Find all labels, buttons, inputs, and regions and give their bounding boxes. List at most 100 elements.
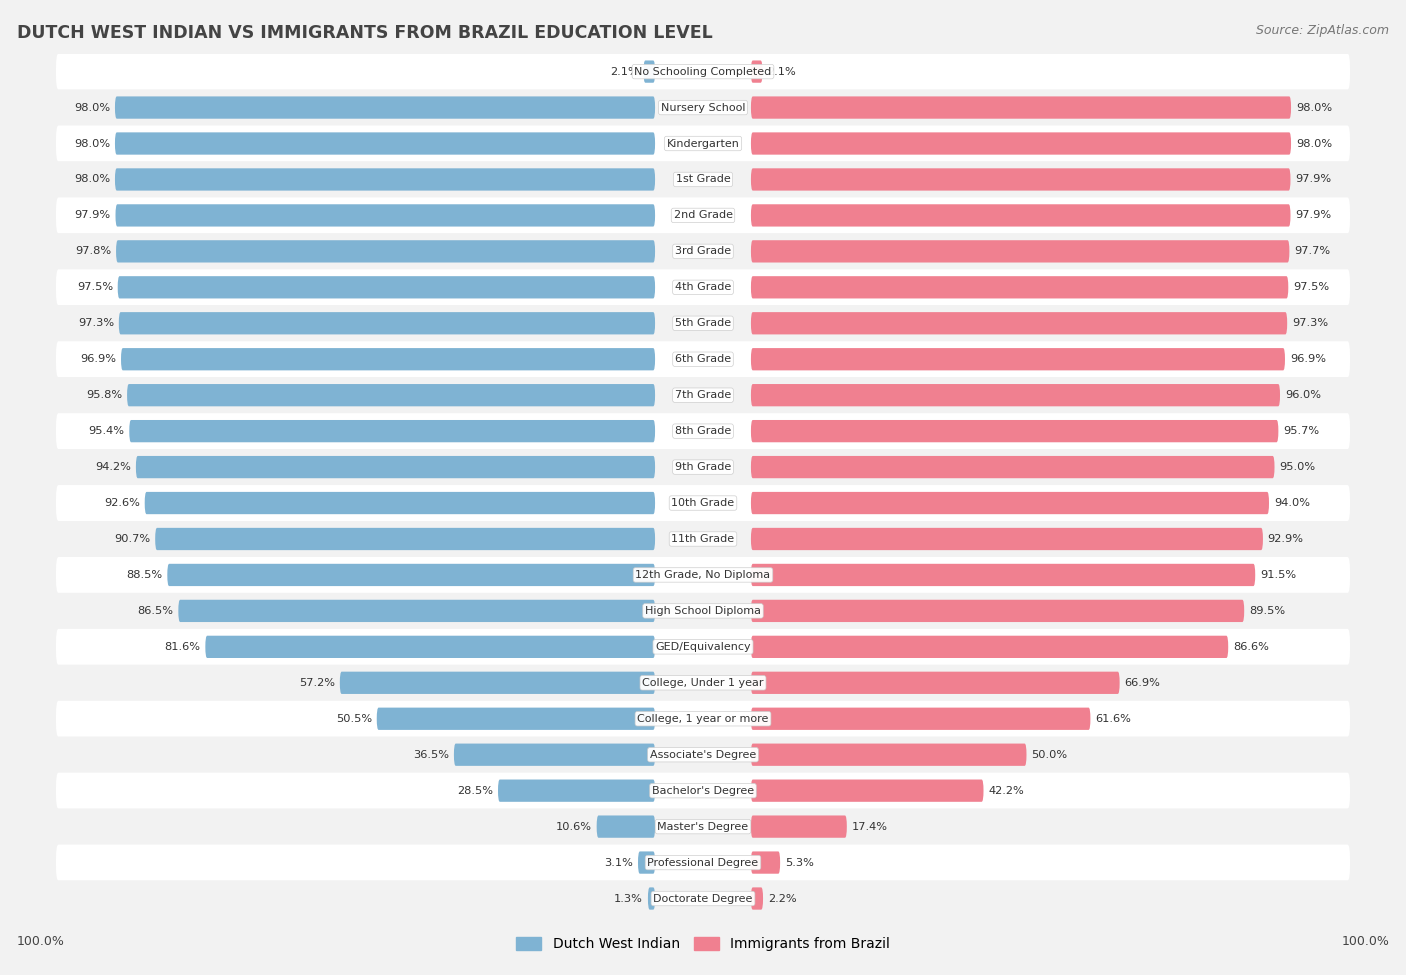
FancyBboxPatch shape [115,97,655,119]
FancyBboxPatch shape [56,521,1350,557]
FancyBboxPatch shape [751,600,1244,622]
FancyBboxPatch shape [751,744,1026,765]
FancyBboxPatch shape [117,240,655,262]
Text: 97.8%: 97.8% [75,247,111,256]
Text: 95.4%: 95.4% [89,426,125,436]
FancyBboxPatch shape [56,162,1350,197]
FancyBboxPatch shape [56,341,1350,377]
Text: 97.3%: 97.3% [1292,318,1329,329]
Text: 5.3%: 5.3% [785,858,814,868]
Text: High School Diploma: High School Diploma [645,605,761,616]
FancyBboxPatch shape [155,527,655,550]
FancyBboxPatch shape [454,744,655,765]
Text: 97.9%: 97.9% [1295,175,1331,184]
FancyBboxPatch shape [56,593,1350,629]
FancyBboxPatch shape [498,780,655,801]
Text: 8th Grade: 8th Grade [675,426,731,436]
FancyBboxPatch shape [56,126,1350,162]
FancyBboxPatch shape [751,276,1288,298]
Text: 92.6%: 92.6% [104,498,141,508]
Text: Associate's Degree: Associate's Degree [650,750,756,760]
Text: 89.5%: 89.5% [1249,605,1285,616]
Text: 28.5%: 28.5% [457,786,494,796]
Text: Professional Degree: Professional Degree [647,858,759,868]
FancyBboxPatch shape [751,815,846,838]
FancyBboxPatch shape [56,233,1350,269]
Text: 90.7%: 90.7% [114,534,150,544]
FancyBboxPatch shape [751,97,1291,119]
Text: 98.0%: 98.0% [1296,102,1331,112]
Text: 57.2%: 57.2% [299,678,335,687]
Text: 86.6%: 86.6% [1233,642,1268,652]
Text: College, Under 1 year: College, Under 1 year [643,678,763,687]
FancyBboxPatch shape [377,708,655,730]
Text: 97.9%: 97.9% [1295,211,1331,220]
FancyBboxPatch shape [56,413,1350,449]
Text: 86.5%: 86.5% [138,605,173,616]
Text: Master's Degree: Master's Degree [658,822,748,832]
Text: 94.0%: 94.0% [1274,498,1310,508]
FancyBboxPatch shape [121,348,655,370]
Text: 36.5%: 36.5% [413,750,449,760]
FancyBboxPatch shape [205,636,655,658]
FancyBboxPatch shape [127,384,655,407]
Text: 3.1%: 3.1% [605,858,633,868]
Text: 50.0%: 50.0% [1031,750,1067,760]
Text: 81.6%: 81.6% [165,642,201,652]
FancyBboxPatch shape [751,169,1291,190]
FancyBboxPatch shape [179,600,655,622]
Text: 1st Grade: 1st Grade [676,175,730,184]
Text: 91.5%: 91.5% [1260,570,1296,580]
FancyBboxPatch shape [751,492,1270,514]
Text: 95.0%: 95.0% [1279,462,1316,472]
FancyBboxPatch shape [644,60,655,83]
Text: 11th Grade: 11th Grade [672,534,734,544]
FancyBboxPatch shape [56,557,1350,593]
FancyBboxPatch shape [751,348,1285,370]
FancyBboxPatch shape [751,527,1263,550]
FancyBboxPatch shape [56,449,1350,486]
FancyBboxPatch shape [115,205,655,226]
Text: 100.0%: 100.0% [17,935,65,948]
Text: 95.8%: 95.8% [86,390,122,400]
FancyBboxPatch shape [56,269,1350,305]
FancyBboxPatch shape [751,240,1289,262]
Text: 4th Grade: 4th Grade [675,283,731,292]
FancyBboxPatch shape [751,60,762,83]
FancyBboxPatch shape [751,456,1274,478]
FancyBboxPatch shape [751,205,1291,226]
FancyBboxPatch shape [56,54,1350,90]
Text: 97.7%: 97.7% [1294,247,1330,256]
Text: Kindergarten: Kindergarten [666,138,740,148]
FancyBboxPatch shape [751,672,1119,694]
FancyBboxPatch shape [751,564,1256,586]
FancyBboxPatch shape [56,808,1350,844]
Text: College, 1 year or more: College, 1 year or more [637,714,769,723]
Text: 10.6%: 10.6% [555,822,592,832]
FancyBboxPatch shape [56,773,1350,808]
Text: 96.9%: 96.9% [1289,354,1326,365]
Text: 2.2%: 2.2% [768,893,796,904]
FancyBboxPatch shape [56,197,1350,233]
FancyBboxPatch shape [129,420,655,443]
Text: 3rd Grade: 3rd Grade [675,247,731,256]
FancyBboxPatch shape [56,305,1350,341]
Text: 100.0%: 100.0% [1341,935,1389,948]
FancyBboxPatch shape [136,456,655,478]
Text: Nursery School: Nursery School [661,102,745,112]
FancyBboxPatch shape [340,672,655,694]
Text: 9th Grade: 9th Grade [675,462,731,472]
Text: 97.5%: 97.5% [1294,283,1329,292]
FancyBboxPatch shape [751,708,1091,730]
Text: 98.0%: 98.0% [75,138,110,148]
FancyBboxPatch shape [56,844,1350,880]
Text: 66.9%: 66.9% [1125,678,1160,687]
Text: No Schooling Completed: No Schooling Completed [634,66,772,77]
FancyBboxPatch shape [751,636,1229,658]
FancyBboxPatch shape [648,887,655,910]
Text: 94.2%: 94.2% [96,462,131,472]
FancyBboxPatch shape [145,492,655,514]
FancyBboxPatch shape [115,133,655,155]
Text: 1.3%: 1.3% [614,893,643,904]
FancyBboxPatch shape [56,701,1350,737]
